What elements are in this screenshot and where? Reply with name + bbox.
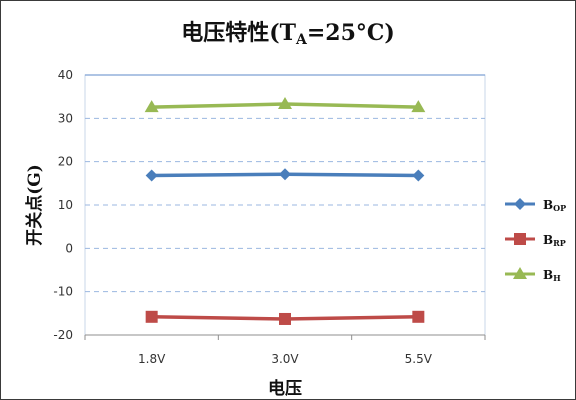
legend-label: BRP	[543, 233, 566, 248]
y-tick-labels: 40 30 20 10 0 -10 -20	[53, 68, 73, 342]
legend-label: BOP	[543, 198, 566, 213]
chart-title-subscript: A	[295, 32, 308, 48]
legend-marker	[514, 198, 526, 210]
x-axis-label: 电压	[268, 378, 302, 399]
y-tick-label: 20	[58, 155, 73, 169]
y-tick-label: 10	[58, 198, 73, 212]
y-tick-label: -20	[53, 328, 73, 342]
grid-lines	[84, 74, 486, 340]
y-tick-label: -10	[53, 285, 73, 299]
x-tick-label: 3.0V	[271, 352, 299, 366]
legend-label: BH	[543, 268, 561, 283]
data-point	[411, 100, 426, 113]
y-tick-label: 30	[58, 111, 73, 125]
legend-item: BRP	[505, 233, 566, 248]
x-tick-label: 5.5V	[405, 352, 433, 366]
y-tick-label: 40	[58, 68, 73, 82]
data-point	[412, 310, 425, 323]
series-brp	[145, 310, 425, 325]
data-point	[145, 310, 158, 323]
chart-title: 电压特性(TA=25°C)	[181, 20, 395, 48]
legend-marker	[513, 267, 527, 279]
x-tick-labels: 1.8V 3.0V 5.5V	[138, 352, 433, 366]
y-axis-label: 开关点(G)	[24, 164, 45, 246]
y-tick-label: 0	[65, 241, 73, 255]
legend-item: BH	[505, 267, 561, 283]
data-point	[279, 168, 291, 181]
legend-marker	[514, 233, 526, 245]
data-series	[144, 97, 426, 325]
data-point	[278, 97, 292, 110]
series-bop	[145, 168, 425, 182]
x-tick-label: 1.8V	[138, 352, 166, 366]
legend-item: BOP	[505, 198, 566, 213]
data-point	[279, 312, 291, 325]
data-point	[144, 100, 159, 113]
legend: BOP BRP BH	[505, 198, 566, 283]
series-bh	[144, 97, 426, 113]
data-point	[145, 169, 158, 182]
data-point	[412, 169, 425, 182]
